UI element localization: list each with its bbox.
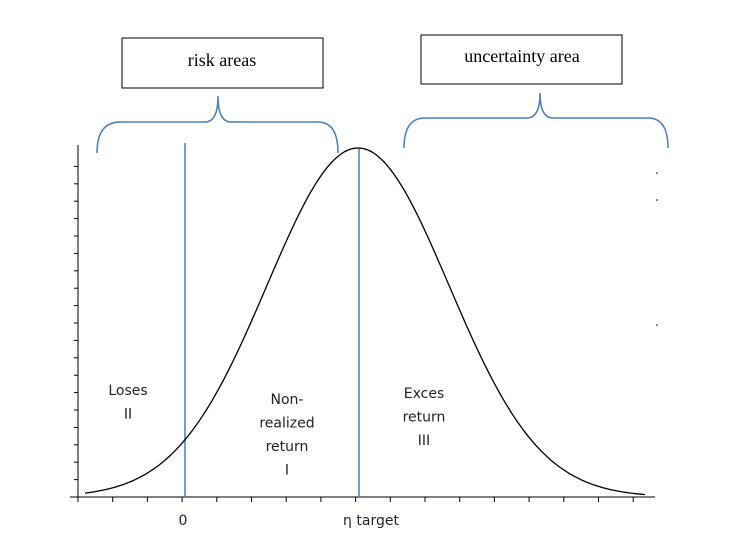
risk-box-label: risk areas: [188, 50, 256, 70]
uncertainty-box-label: uncertainty area: [464, 46, 579, 66]
risk-box: [121, 37, 324, 89]
region-label: Exces: [404, 386, 445, 402]
uncertainty-box: [420, 34, 623, 85]
region-label: II: [124, 407, 132, 423]
region-label: I: [285, 463, 289, 479]
risk-brace: [96, 95, 339, 154]
axis-label: 0: [179, 513, 188, 529]
bell-curve: [84, 147, 646, 496]
region-label: realized: [259, 416, 314, 432]
dot: [656, 172, 658, 174]
region-label: Non-: [271, 392, 304, 408]
region-label: return: [266, 439, 309, 455]
dot: [656, 324, 658, 326]
region-label: III: [418, 433, 430, 449]
labels: Loses II Non-realized return I Exces return III…: [108, 383, 445, 529]
region-label: Loses: [108, 383, 147, 399]
axis-label: η target: [343, 513, 399, 529]
region-label: return: [403, 410, 446, 426]
axes: [70, 145, 655, 502]
uncertainty-brace: [403, 92, 669, 149]
dot: [656, 199, 658, 201]
